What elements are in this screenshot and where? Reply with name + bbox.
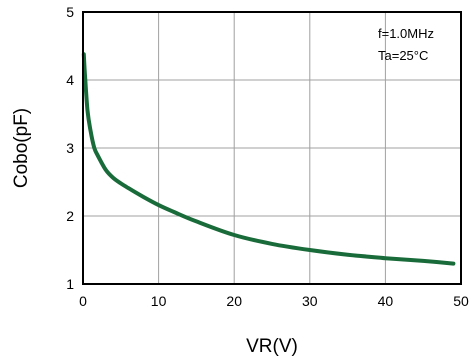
line-layer [81, 52, 456, 266]
y-tick-label: 2 [66, 208, 74, 224]
annotation-frequency: f=1.0MHz [378, 26, 434, 41]
x-tick-label: 0 [79, 293, 87, 309]
x-tick-labels: 0 10 20 30 40 50 [79, 293, 469, 309]
annotation-temperature: Ta=25°C [378, 48, 428, 63]
x-axis-label: VR(V) [246, 336, 298, 357]
plot-border [82, 11, 462, 285]
y-tick-label: 3 [66, 140, 74, 156]
y-tick-labels: 1 2 3 4 5 [66, 4, 74, 292]
series-line-0 [81, 52, 456, 266]
grid [83, 12, 461, 284]
y-tick-label: 4 [66, 72, 74, 88]
x-tick-label: 30 [302, 293, 318, 309]
y-tick-label: 5 [66, 4, 74, 20]
x-tick-label: 20 [226, 293, 242, 309]
y-tick-label: 1 [66, 276, 74, 292]
x-tick-label: 50 [453, 293, 469, 309]
y-axis-label: Cobo(pF) [11, 108, 32, 188]
x-tick-label: 10 [151, 293, 167, 309]
x-tick-label: 40 [378, 293, 394, 309]
